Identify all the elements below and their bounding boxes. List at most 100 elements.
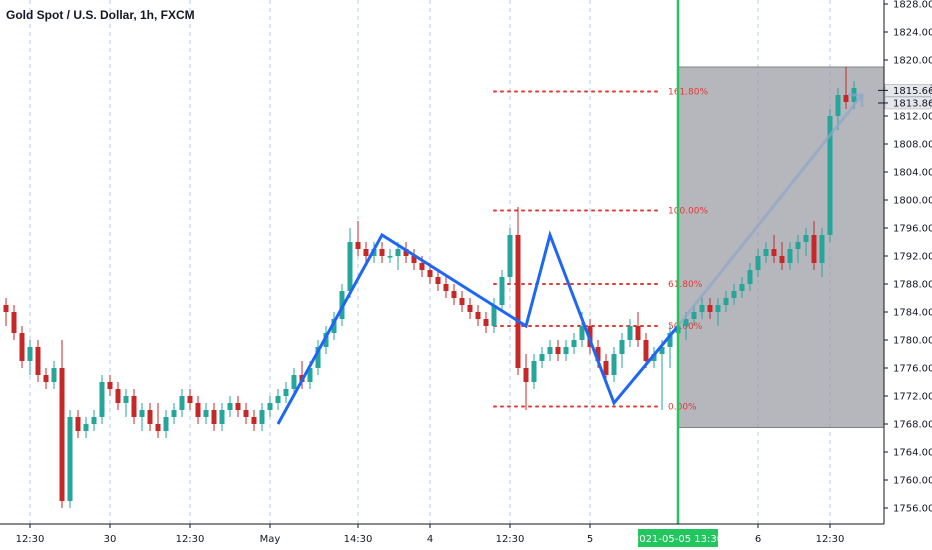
candle-body	[99, 382, 105, 417]
candle-body	[483, 319, 489, 326]
candle-body	[211, 410, 217, 424]
candle-body	[427, 270, 433, 277]
candle-body	[611, 354, 617, 375]
candle	[107, 375, 113, 396]
candle	[3, 298, 9, 326]
projection-arrow[interactable]	[676, 94, 864, 327]
candle	[755, 249, 761, 277]
candle-body	[419, 263, 425, 270]
candle	[515, 207, 521, 375]
time-axis[interactable]: 12:30 30 12:30 May 14:30 4 12:30 5 6 12:30 2021-05…	[0, 523, 884, 550]
price-axis-bg	[884, 0, 932, 550]
price-tick-label: 1804.00	[893, 168, 932, 179]
candle-body	[67, 417, 73, 501]
candle-body	[691, 312, 697, 319]
candle-body	[227, 403, 233, 410]
candle-body	[563, 347, 569, 354]
time-tick-label: 14:30	[344, 534, 373, 545]
price-tick-label: 1772.00	[893, 392, 932, 403]
candle	[499, 270, 505, 312]
candle-body	[131, 396, 137, 417]
candle	[611, 347, 617, 382]
candle-body	[651, 354, 657, 361]
candle	[315, 340, 321, 375]
candle	[355, 221, 361, 256]
candle	[347, 228, 353, 298]
candle	[35, 340, 41, 382]
candle-body	[531, 361, 537, 382]
candle-body	[219, 410, 225, 424]
candle-body	[643, 340, 649, 361]
price-tick-label: 1760.00	[893, 476, 932, 487]
candle-body	[547, 347, 553, 354]
candle	[179, 389, 185, 417]
candle	[195, 396, 201, 424]
fib-level-label: 161.80%	[668, 88, 708, 98]
candle	[443, 277, 449, 298]
price-axis[interactable]: 1828.001824.001820.001816.001812.001808.…	[883, 0, 932, 550]
candle	[539, 347, 545, 368]
chart-title: Gold Spot / U.S. Dollar, 1h, FXCM	[6, 8, 195, 22]
candle	[27, 340, 33, 375]
candle-body	[347, 242, 353, 291]
candle-body	[19, 333, 25, 361]
candle	[363, 242, 369, 263]
candle-body	[187, 396, 193, 403]
candle-body	[843, 95, 849, 102]
price-tick-label: 1828.00	[893, 0, 932, 11]
candle	[795, 235, 801, 263]
candle	[739, 277, 745, 298]
candle	[459, 291, 465, 312]
candle-body	[275, 396, 281, 403]
candle-body	[51, 368, 57, 382]
candle-body	[243, 410, 249, 417]
candle	[19, 326, 25, 368]
candle-body	[731, 291, 737, 298]
price-tick-label: 1764.00	[893, 448, 932, 459]
candle-body	[307, 368, 313, 382]
candle	[259, 403, 265, 431]
candle-body	[499, 277, 505, 305]
price-tick-label: 1800.00	[893, 196, 932, 207]
candle	[283, 382, 289, 403]
candle	[99, 375, 105, 424]
candle-body	[507, 235, 513, 277]
candle-body	[331, 319, 337, 333]
candle-body	[163, 417, 169, 431]
candle-body	[11, 312, 17, 333]
candle	[667, 326, 673, 368]
candle-body	[659, 347, 665, 354]
candle-body	[155, 424, 161, 431]
candle-body	[459, 298, 465, 305]
harmonic-pattern[interactable]	[276, 93, 864, 425]
time-axis-bg	[0, 524, 884, 550]
candle-body	[723, 298, 729, 305]
candle	[659, 340, 665, 410]
price-tick-label: 1768.00	[893, 420, 932, 431]
candle-body	[387, 256, 393, 258]
candle	[227, 396, 233, 417]
date-tag-label: 2021-05-05 13:30	[633, 534, 723, 545]
candle	[267, 396, 273, 417]
candle-body	[179, 396, 185, 410]
candle-body	[203, 410, 209, 417]
candle	[691, 305, 697, 326]
candle	[771, 235, 777, 263]
candle	[787, 242, 793, 270]
candle	[379, 242, 385, 263]
candle	[211, 403, 217, 431]
candle-body	[291, 375, 297, 389]
candle	[11, 305, 17, 340]
candle	[139, 403, 145, 431]
candle	[115, 382, 121, 410]
candle-body	[235, 403, 241, 410]
candle-body	[195, 403, 201, 417]
pattern-line[interactable]	[276, 230, 680, 425]
candle	[811, 221, 817, 270]
candle-body	[403, 249, 409, 256]
candle	[475, 305, 481, 326]
candle-body	[267, 403, 273, 410]
candle	[779, 242, 785, 270]
time-tick-label: 6	[755, 534, 761, 545]
